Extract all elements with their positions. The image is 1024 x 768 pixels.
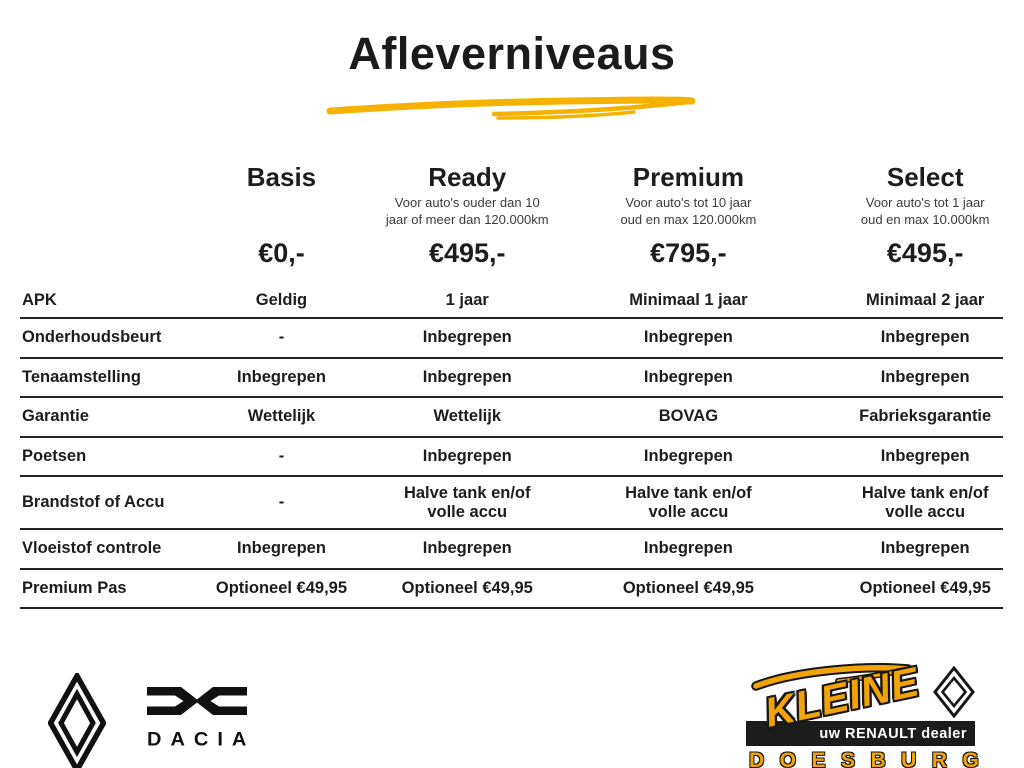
cell: Minimaal 2 jaar	[866, 291, 985, 310]
cell: Optioneel €49,95	[859, 578, 991, 597]
plan-price-row: €0,- €495,- €795,- €495,-	[20, 238, 1003, 269]
cell: Inbegrepen	[643, 367, 733, 386]
dealer-swoosh-icon	[751, 663, 913, 691]
dacia-wordmark: DACIA	[147, 729, 256, 751]
cell: Inbegrepen	[236, 367, 326, 386]
plan-subtitle: Voor auto's ouder dan 10 jaar of meer da…	[385, 195, 549, 228]
plans-table: Basis Ready Voor auto's ouder dan 10 jaa…	[20, 162, 1003, 610]
cell: Inbegrepen	[643, 539, 733, 558]
table-row-premium-pas: Premium Pas Optioneel €49,95 Optioneel €…	[20, 570, 1003, 610]
row-label: Vloeistof controle	[22, 539, 162, 558]
page-title: Afleverniveaus	[348, 28, 676, 79]
cell: Inbegrepen	[236, 539, 326, 558]
cell: Optioneel €49,95	[401, 578, 533, 597]
plan-name: Ready	[428, 162, 507, 192]
brand-logos: DACIA	[48, 662, 255, 768]
row-label: Garantie	[22, 407, 89, 426]
plan-subtitle: Voor auto's tot 10 jaar oud en max 120.0…	[620, 195, 757, 228]
cell: Inbegrepen	[643, 328, 733, 347]
cell: Inbegrepen	[643, 446, 733, 465]
cell: 1 jaar	[445, 291, 489, 310]
dacia-logo: DACIA	[138, 686, 255, 752]
plan-header-basis: Basis	[202, 162, 361, 195]
renault-diamond-outline-icon	[933, 666, 975, 718]
cell: Optioneel €49,95	[215, 578, 348, 597]
plan-price-premium: €795,-	[650, 238, 727, 269]
row-label: Poetsen	[22, 446, 87, 465]
plan-name: Select	[886, 162, 964, 192]
cell: Inbegrepen	[880, 367, 970, 386]
table-row-brandstof-of-accu: Brandstof of Accu - Halve tank en/of vol…	[20, 477, 1003, 531]
title-underline-swoosh-icon	[326, 96, 696, 120]
cell: BOVAG	[658, 407, 719, 426]
plan-price-basis: €0,-	[258, 238, 305, 269]
cell: Inbegrepen	[880, 539, 970, 558]
dealer-tagline-bar: uw RENAULT dealer	[746, 721, 975, 746]
table-row-onderhoudsbeurt: Onderhoudsbeurt - Inbegrepen Inbegrepen …	[20, 319, 1003, 359]
cell: -	[278, 493, 285, 512]
dealer-logo: KLEINE uw RENAULT dealer DOESBURG	[744, 658, 1002, 768]
cell: Minimaal 1 jaar	[629, 291, 748, 310]
afleverniveaus-flyer: Afleverniveaus Basis Ready Voor auto's o…	[0, 28, 1024, 768]
row-label: Brandstof of Accu	[22, 493, 165, 512]
plan-header-premium: Premium Voor auto's tot 10 jaar oud en m…	[573, 162, 803, 229]
row-label: Tenaamstelling	[22, 367, 141, 386]
cell: Optioneel €49,95	[622, 578, 754, 597]
cell: Halve tank en/of volle accu	[625, 483, 752, 521]
dealer-tagline: uw RENAULT dealer	[819, 725, 967, 742]
row-label: APK	[22, 291, 57, 310]
table-rows: APK Geldig 1 jaar Minimaal 1 jaar Minima…	[20, 284, 1003, 610]
dacia-emblem-icon	[146, 687, 247, 715]
dealer-city: DOESBURG	[749, 749, 995, 768]
cell: Halve tank en/of volle accu	[861, 483, 989, 521]
cell: Geldig	[255, 291, 308, 310]
cell: Fabrieksgarantie	[859, 407, 992, 426]
renault-logo-icon	[48, 673, 106, 768]
plan-name: Basis	[246, 162, 317, 192]
table-row-vloeistof-controle: Vloeistof controle Inbegrepen Inbegrepen…	[20, 530, 1003, 570]
row-label: Premium Pas	[22, 578, 127, 597]
cell: Inbegrepen	[422, 446, 512, 465]
cell: Inbegrepen	[422, 539, 512, 558]
table-row-tenaamstelling: Tenaamstelling Inbegrepen Inbegrepen Inb…	[20, 359, 1003, 399]
cell: -	[278, 328, 285, 347]
cell: Wettelijk	[433, 407, 501, 426]
plan-header-ready: Ready Voor auto's ouder dan 10 jaar of m…	[361, 162, 573, 229]
plan-price-ready: €495,-	[428, 238, 506, 269]
cell: -	[278, 446, 285, 465]
table-row-poetsen: Poetsen - Inbegrepen Inbegrepen Inbegrep…	[20, 438, 1003, 478]
cell: Inbegrepen	[422, 328, 512, 347]
cell: Inbegrepen	[880, 446, 970, 465]
plan-header-select: Select Voor auto's tot 1 jaar oud en max…	[825, 162, 1024, 229]
plan-header-row: Basis Ready Voor auto's ouder dan 10 jaa…	[20, 162, 1003, 229]
plan-name: Premium	[632, 162, 745, 192]
plan-subtitle: Voor auto's tot 1 jaar oud en max 10.000…	[860, 195, 990, 228]
table-row-apk: APK Geldig 1 jaar Minimaal 1 jaar Minima…	[20, 284, 1003, 320]
cell: Wettelijk	[247, 407, 316, 426]
plan-price-select: €495,-	[886, 238, 964, 269]
footer: DACIA KLEINE uw RENAULT dealer DOESBURG	[0, 658, 1024, 768]
cell: Inbegrepen	[422, 367, 512, 386]
cell: Halve tank en/of volle accu	[403, 483, 531, 521]
table-row-garantie: Garantie Wettelijk Wettelijk BOVAG Fabri…	[20, 398, 1003, 438]
cell: Inbegrepen	[880, 328, 970, 347]
row-label: Onderhoudsbeurt	[22, 328, 162, 347]
